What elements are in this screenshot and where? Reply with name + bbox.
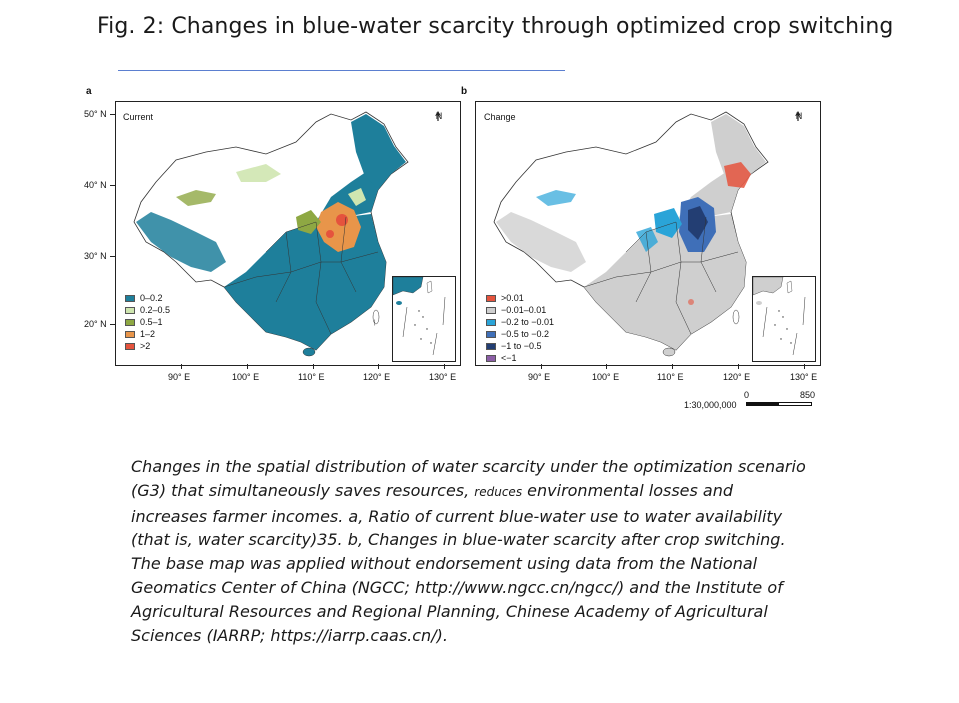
legend-label: −1 to −0.5 [501, 341, 542, 351]
scale-ratio: 1:30,000,000 [684, 400, 737, 410]
lat-label-30: 30° N [84, 251, 107, 261]
lon-label-b-110: 110° E [657, 372, 684, 382]
legend-swatch [486, 294, 496, 302]
south-china-sea-inset [392, 276, 456, 362]
lon-label-b-100: 100° E [592, 372, 620, 382]
legend-item: 0.2–0.5 [125, 304, 170, 316]
panel-b-label: b [461, 86, 468, 97]
lon-tick [313, 364, 314, 369]
scale-end: 850 [800, 390, 816, 400]
legend-swatch [125, 318, 135, 326]
lon-label-b-90: 90° E [528, 372, 551, 382]
lat-tick [110, 256, 115, 257]
china-change-map [493, 111, 769, 357]
legend-label: −0.5 to −0.2 [501, 329, 550, 339]
north-arrow-icon: N [794, 111, 804, 121]
north-label: N [435, 111, 443, 121]
legend-item: −0.01–0.01 [486, 304, 554, 316]
caption-small-word: reduces [474, 484, 523, 499]
lon-tick [247, 364, 248, 369]
china-scarcity-map: | [133, 111, 409, 357]
lat-label-40: 40° N [84, 180, 107, 190]
legend-item: >2 [125, 340, 170, 352]
caption-text-1: Changes in the spatial distribution of w… [131, 457, 806, 500]
scale-bar [746, 402, 812, 406]
legend-swatch [486, 330, 496, 338]
legend-label: <−1 [501, 353, 517, 363]
legend-label: 1–2 [140, 329, 156, 339]
legend-swatch [486, 306, 496, 314]
lon-tick [672, 364, 673, 369]
lon-tick [738, 364, 739, 369]
lon-label-a-130: 130° E [429, 372, 457, 382]
lat-label-50: 50° N [84, 109, 107, 119]
legend-label: >0.01 [501, 293, 524, 303]
legend-swatch [486, 342, 496, 350]
legend-panel-b: >0.01 −0.01–0.01 −0.2 to −0.01 −0.5 to −… [486, 292, 554, 364]
panel-b-title: Change [484, 112, 516, 122]
panel-a-label: a [86, 86, 92, 97]
south-china-sea-inset [752, 276, 816, 362]
lon-tick [541, 364, 542, 369]
legend-label: −0.01–0.01 [501, 305, 547, 315]
legend-label: 0.2–0.5 [140, 305, 171, 315]
legend-swatch [486, 318, 496, 326]
caption-text-2: environmental losses and increases farme… [131, 480, 786, 645]
legend-item: 0.5–1 [125, 316, 170, 328]
legend-item: −0.5 to −0.2 [486, 328, 554, 340]
lat-tick [110, 185, 115, 186]
legend-item: 1–2 [125, 328, 170, 340]
lon-label-a-90: 90° E [168, 372, 191, 382]
lon-tick [378, 364, 379, 369]
legend-label: >2 [140, 341, 151, 351]
svg-text:|: | [374, 320, 376, 326]
lon-label-b-120: 120° E [723, 372, 751, 382]
legend-panel-a: 0–0.2 0.2–0.5 0.5–1 1–2 >2 [125, 292, 170, 352]
lon-label-a-100: 100° E [232, 372, 260, 382]
legend-swatch [125, 330, 135, 338]
title-link-underline[interactable] [118, 70, 565, 71]
lat-tick [110, 114, 115, 115]
legend-label: 0–0.2 [140, 293, 163, 303]
legend-swatch [486, 354, 496, 362]
legend-label: −0.2 to −0.01 [501, 317, 555, 327]
panel-a-title: Current [123, 112, 154, 122]
map-panel-b: Change N >0.01 −0.01–0.01 −0.2 to −0.01 … [475, 101, 821, 366]
lon-tick [181, 364, 182, 369]
legend-label: 0.5–1 [140, 317, 163, 327]
lon-label-b-130: 130° E [790, 372, 818, 382]
lon-label-a-120: 120° E [363, 372, 391, 382]
lon-tick [606, 364, 607, 369]
figure-title: Fig. 2: Changes in blue-water scarcity t… [97, 14, 894, 39]
lat-label-20: 20° N [84, 319, 107, 329]
scale-start: 0 [744, 390, 750, 400]
legend-item: <−1 [486, 352, 554, 364]
legend-swatch [125, 306, 135, 314]
scale-bar-fill [747, 403, 779, 405]
legend-item: −0.2 to −0.01 [486, 316, 554, 328]
lat-tick [110, 324, 115, 325]
legend-item: >0.01 [486, 292, 554, 304]
legend-swatch [125, 342, 135, 350]
map-panel-a: | Current N 0–0.2 0.2–0.5 0.5–1 1–2 >2 [115, 101, 461, 366]
lon-label-a-110: 110° E [298, 372, 325, 382]
legend-item: −1 to −0.5 [486, 340, 554, 352]
legend-swatch [125, 294, 135, 302]
north-arrow-icon: N [434, 111, 444, 121]
legend-item: 0–0.2 [125, 292, 170, 304]
lon-tick [804, 364, 805, 369]
lon-tick [444, 364, 445, 369]
north-label: N [795, 111, 803, 121]
figure-caption: Changes in the spatial distribution of w… [131, 455, 811, 647]
